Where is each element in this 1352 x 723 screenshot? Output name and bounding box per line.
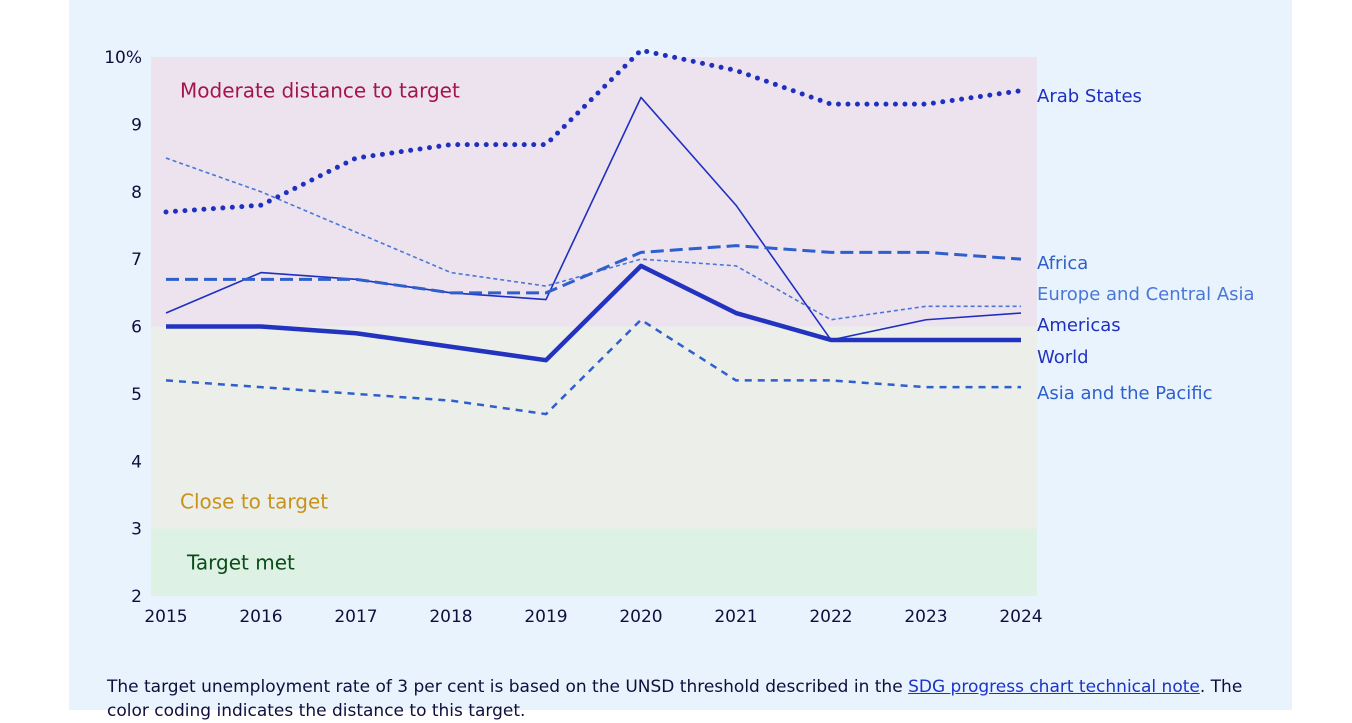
y-tick-label: 5	[131, 385, 142, 405]
series-line-world	[166, 263, 1021, 363]
x-tick-label: 2016	[239, 607, 282, 627]
x-tick-label: 2023	[904, 607, 947, 627]
band-labels: Moderate distance to target Close to targ…	[180, 79, 460, 575]
y-tick-label: 9	[131, 115, 142, 135]
series-lines	[163, 47, 1024, 416]
series-label-europe-and-central-asia: Europe and Central Asia	[1037, 284, 1255, 305]
series-line-arab-states	[163, 47, 1024, 215]
x-tick-label: 2022	[809, 607, 852, 627]
series-label-asia-and-the-pacific: Asia and the Pacific	[1037, 383, 1213, 404]
band-target-met	[151, 528, 1037, 596]
series-labels: Arab States Africa Europe and Central Asia…	[1037, 86, 1255, 404]
x-tick-label: 2021	[714, 607, 757, 627]
y-tick-label: 4	[131, 452, 142, 472]
y-tick-label: 6	[131, 318, 142, 338]
y-tick-label: 8	[131, 183, 142, 203]
x-axis-ticks: 2015 2016 2017 2018 2019 2020 2021 2022 2023 2024	[144, 607, 1042, 627]
series-line-asia-and-the-pacific	[165, 318, 1021, 416]
y-axis-ticks: 2 3 4 5 6 7 8 9 10%	[104, 48, 142, 607]
x-tick-label: 2017	[334, 607, 377, 627]
series-line-americas	[165, 96, 1022, 341]
line-chart: Moderate distance to target Close to targ…	[104, 47, 1255, 627]
y-tick-label: 3	[131, 520, 142, 540]
band-label-close-to-target: Close to target	[180, 490, 328, 514]
band-label-target-met: Target met	[186, 550, 295, 574]
y-tick-label: 7	[131, 250, 142, 270]
x-tick-label: 2018	[429, 607, 472, 627]
series-label-africa: Africa	[1037, 253, 1088, 274]
x-tick-label: 2024	[999, 607, 1042, 627]
x-tick-label: 2019	[524, 607, 567, 627]
band-close-to-target	[151, 326, 1037, 529]
band-label-moderate-distance-to-target: Moderate distance to target	[180, 79, 460, 103]
series-label-world: World	[1037, 347, 1089, 368]
y-tick-label: 2	[131, 587, 142, 607]
target-bands	[151, 57, 1037, 596]
x-tick-label: 2015	[144, 607, 187, 627]
y-tick-label: 10%	[104, 48, 142, 68]
series-label-arab-states: Arab States	[1037, 86, 1142, 107]
technical-note-link[interactable]: SDG progress chart technical note	[908, 677, 1200, 697]
series-line-africa	[166, 244, 1022, 295]
series-label-americas: Americas	[1037, 315, 1121, 336]
band-moderate-distance-to-target	[151, 57, 1037, 327]
footnote: The target unemployment rate of 3 per ce…	[107, 675, 1247, 723]
x-tick-label: 2020	[619, 607, 662, 627]
footnote-text: The target unemployment rate of 3 per ce…	[107, 677, 909, 697]
